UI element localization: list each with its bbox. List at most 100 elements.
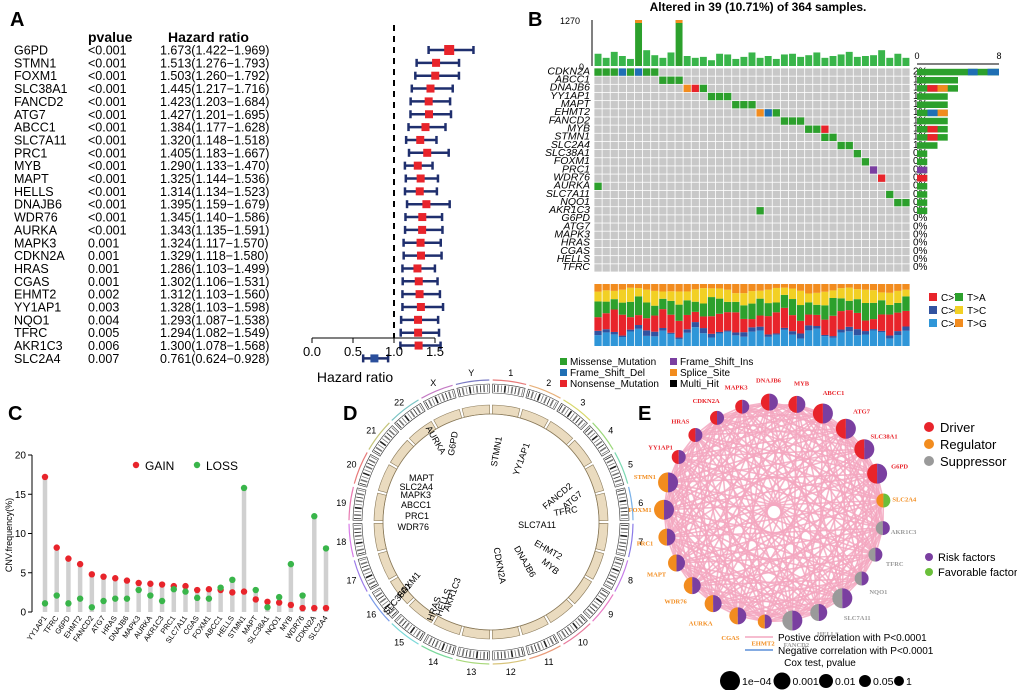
network-edge <box>768 401 884 529</box>
oncoplot-cell <box>877 141 886 150</box>
titv-bar-segment <box>780 284 789 288</box>
cytoband-stripe <box>500 385 503 393</box>
titv-bar-segment <box>869 330 878 346</box>
oncoplot-cell <box>772 101 780 109</box>
chromosome-label: 17 <box>346 575 356 585</box>
oncoplot-cell <box>715 117 724 125</box>
top-bar <box>821 57 829 66</box>
oncoplot-cell <box>837 264 845 272</box>
oncoplot-cell <box>756 239 764 248</box>
titv-bar-segment <box>861 331 870 335</box>
network-edge <box>663 509 766 623</box>
titv-bar-segment <box>651 290 659 306</box>
titv-bar-segment <box>610 284 618 291</box>
oncoplot-cell <box>813 101 821 109</box>
cnv-track <box>519 615 549 636</box>
oncoplot-cell <box>707 247 716 256</box>
oncoplot-cell <box>634 174 643 182</box>
titv-bar-segment <box>829 297 837 316</box>
cnv-gain-point <box>311 604 318 612</box>
oncoplot-cell <box>610 92 618 101</box>
oncoplot-cell <box>618 231 627 239</box>
forest-pvalue: <0.001 <box>88 108 127 122</box>
oncoplot-cell <box>732 215 740 223</box>
oncoplot-cell <box>667 215 675 223</box>
network-edge <box>678 406 743 458</box>
mutation-cell <box>877 174 886 182</box>
oncoplot-cell <box>780 239 789 248</box>
oncoplot-cell <box>788 215 797 223</box>
oncoplot-cell <box>659 141 667 150</box>
cytoband-stripe <box>431 398 436 405</box>
oncoplot-cell <box>691 215 699 223</box>
forest-gene-label: ATG7 <box>14 108 46 122</box>
oncoplot-cell <box>886 223 894 231</box>
chromosome-outline <box>563 399 591 421</box>
forest-hr-text: 1.345(1.140−1.586) <box>160 211 269 225</box>
titv-bar-segment <box>626 301 635 318</box>
forest-point <box>418 225 427 234</box>
forest-pvalue: 0.001 <box>88 249 119 263</box>
forest-pvalue: <0.001 <box>88 82 127 96</box>
oncoplot-cell <box>821 101 829 109</box>
oncoplot-cell <box>715 174 724 182</box>
oncoplot-cell <box>643 158 651 166</box>
oncoplot-cell <box>764 215 772 223</box>
oncoplot-cell <box>756 125 764 133</box>
cytoband-stripe <box>552 635 557 643</box>
titv-legend-label: C>G <box>941 306 962 317</box>
forest-point <box>413 161 422 170</box>
titv-bar-segment <box>756 330 764 346</box>
oncoplot-cell <box>602 247 610 256</box>
top-axis-max: 1270 <box>560 16 580 26</box>
titv-bar-segment <box>732 335 740 346</box>
cnv-loss-point <box>123 595 131 602</box>
cnv-gain-point <box>158 581 166 588</box>
oncoplot-gene-label: SLC2A4 <box>551 139 590 151</box>
oncoplot-cell <box>886 84 894 93</box>
variant-legend-swatch <box>670 358 677 365</box>
cytoband-stripe <box>356 492 365 496</box>
network-edge <box>675 417 718 564</box>
oncoplot-cell <box>707 223 716 231</box>
oncoplot-cell <box>610 215 618 223</box>
cytoband-stripe <box>388 608 395 615</box>
network-edge <box>667 481 793 621</box>
oncoplot-cell <box>707 125 716 133</box>
cytoband-stripe <box>362 472 370 477</box>
oncoplot-cell <box>869 174 878 182</box>
oncoplot-cell <box>707 231 716 239</box>
oncoplot-cell <box>683 198 691 207</box>
mutation-cell <box>805 125 813 133</box>
oncoplot-cell <box>618 141 627 150</box>
oncoplot-cell <box>602 215 610 223</box>
oncoplot-cell <box>667 256 675 264</box>
cytoband-stripe <box>549 637 554 645</box>
cytoband-stripe <box>561 406 567 414</box>
size-legend-label: 1 <box>906 676 912 688</box>
chromosome-label: 8 <box>628 575 633 585</box>
oncoplot-cell <box>691 68 699 76</box>
titv-bar-segment <box>602 332 610 346</box>
titv-bar-segment <box>715 331 724 334</box>
titv-bar-segment <box>780 294 789 308</box>
oncoplot-cell <box>902 166 910 174</box>
top-bar <box>732 58 740 66</box>
oncoplot-cell <box>707 264 716 272</box>
network-node-role <box>835 418 846 439</box>
oncoplot-cell <box>886 125 894 133</box>
titv-bar-segment <box>780 329 789 346</box>
oncoplot-cell <box>634 158 643 166</box>
oncoplot-cell <box>796 247 805 256</box>
oncoplot-cell <box>796 256 805 264</box>
oncoplot-cell <box>667 109 675 117</box>
mutation-cell <box>724 92 732 101</box>
titv-bar-segment <box>805 314 813 326</box>
cytoband-stripe <box>368 459 376 464</box>
chromosome-band <box>492 646 526 661</box>
network-node-effect <box>864 439 875 460</box>
chromosome-label: 18 <box>336 537 346 547</box>
titv-bar-segment <box>756 315 764 327</box>
oncoplot-cell <box>829 215 837 223</box>
oncoplot-cell <box>715 198 724 207</box>
